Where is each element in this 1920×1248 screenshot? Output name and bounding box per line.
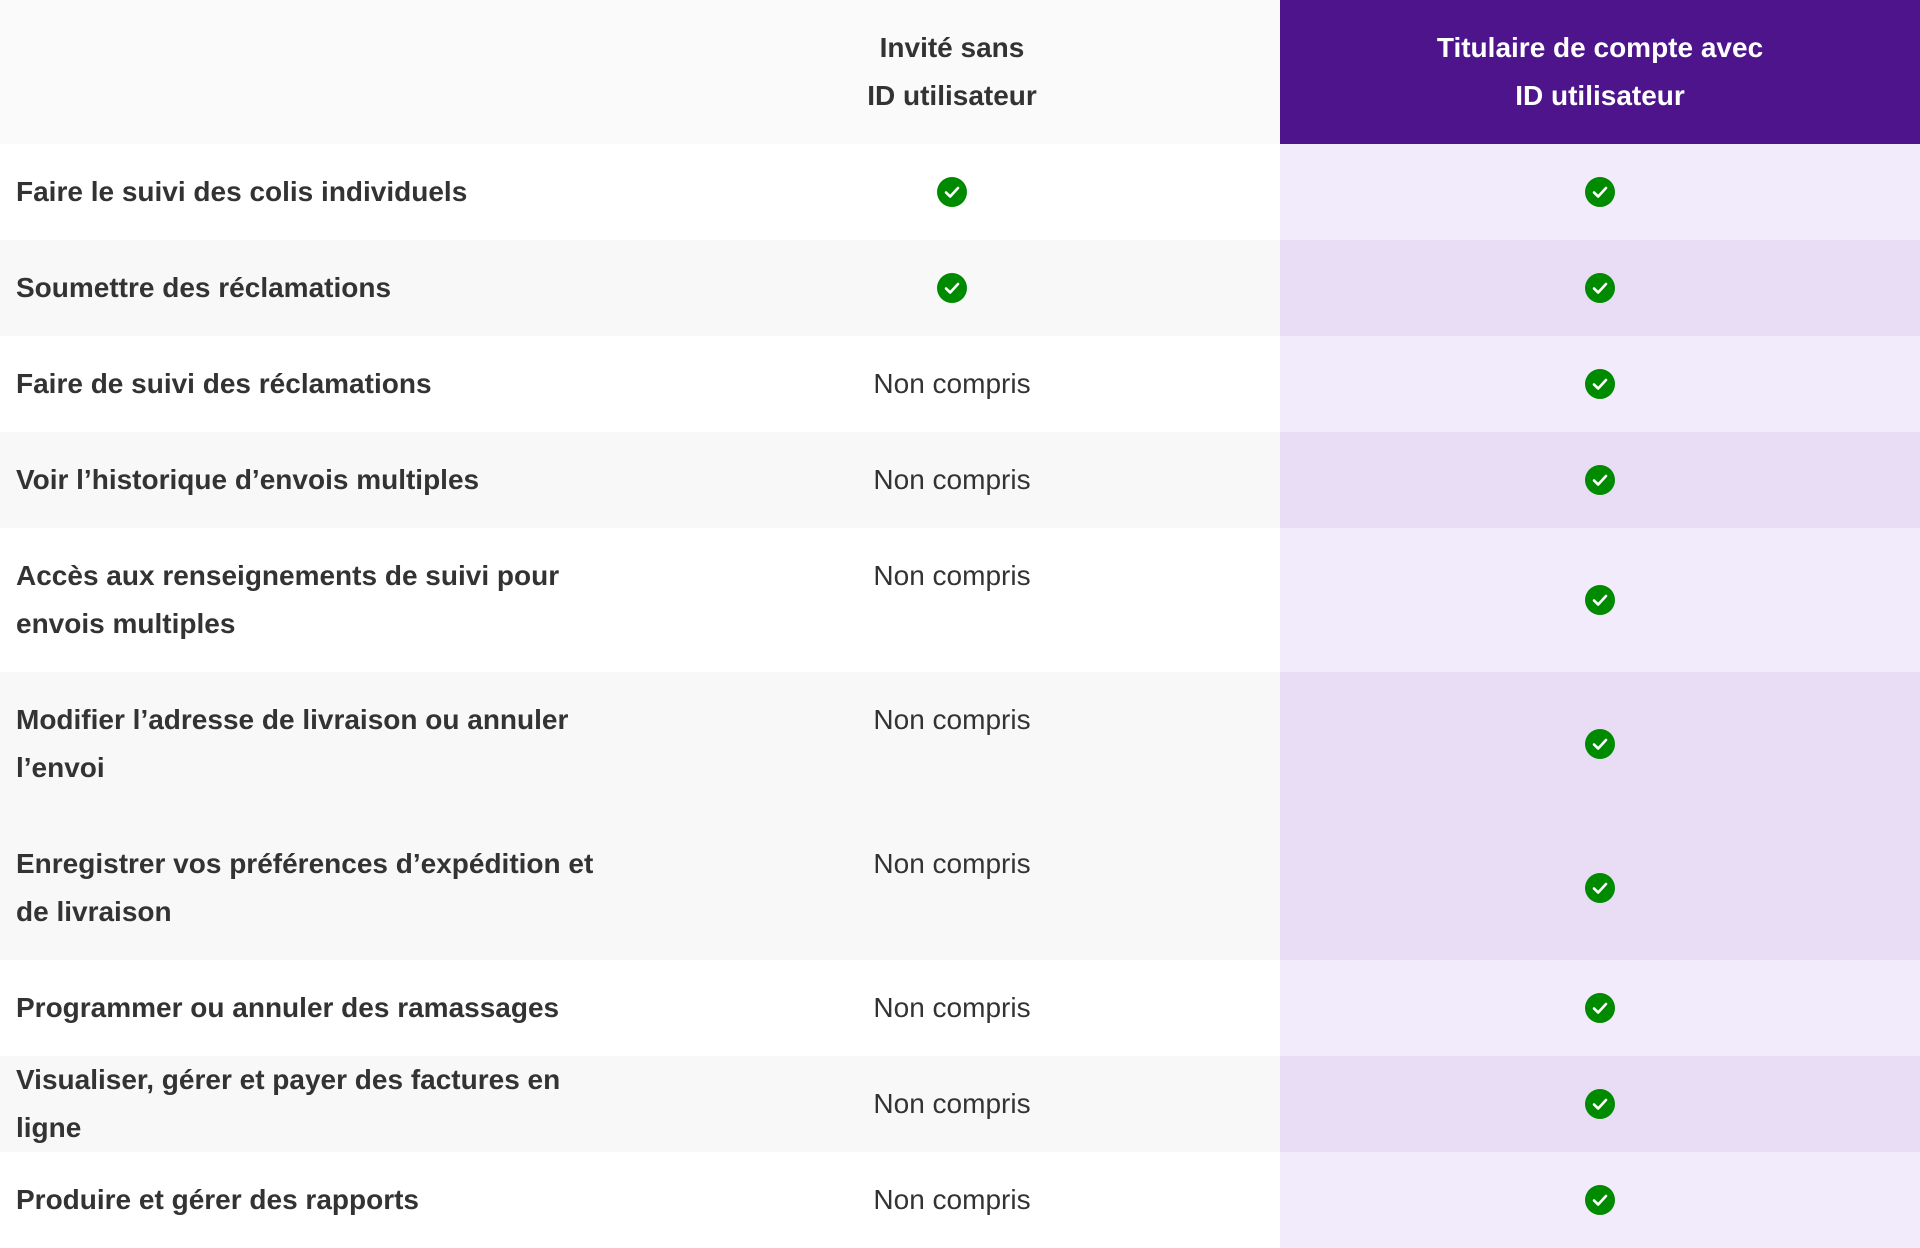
account-header-line2: ID utilisateur <box>1515 80 1685 111</box>
account-cell <box>1280 528 1920 672</box>
table-row: Programmer ou annuler des ramassages Non… <box>0 960 1920 1056</box>
table-row: Enregistrer vos préférences d’expédition… <box>0 816 1920 960</box>
guest-header-line2: ID utilisateur <box>867 80 1037 111</box>
check-circle-icon <box>1584 584 1616 616</box>
account-cell <box>1280 960 1920 1056</box>
account-cell <box>1280 336 1920 432</box>
table-row: Visualiser, gérer et payer des factures … <box>0 1056 1920 1152</box>
guest-cell <box>624 240 1280 336</box>
guest-cell-value: Non compris <box>873 1184 1031 1215</box>
check-circle-icon <box>1584 464 1616 496</box>
check-circle-icon <box>1584 728 1616 760</box>
feature-label: Produire et gérer des rapports <box>16 1184 420 1215</box>
feature-label-line1: Modifier l’adresse de livraison ou annul… <box>16 704 569 735</box>
table-header: Invité sans ID utilisateur Titulaire de … <box>0 0 1920 144</box>
feature-label-line2: de livraison <box>16 896 172 927</box>
check-circle-icon <box>1584 1088 1616 1120</box>
feature-label: Faire de suivi des réclamations <box>16 368 432 399</box>
feature-label: Visualiser, gérer et payer des factures … <box>16 1064 561 1143</box>
check-circle-icon <box>1584 1184 1616 1216</box>
check-circle-icon <box>1584 992 1616 1024</box>
table-row: Faire de suivi des réclamations Non comp… <box>0 336 1920 432</box>
check-circle-icon <box>1584 272 1616 304</box>
guest-cell-value: Non compris <box>873 848 1031 879</box>
account-header-line1: Titulaire de compte avec <box>1436 32 1764 63</box>
table-row: Modifier l’adresse de livraison ou annul… <box>0 672 1920 816</box>
feature-label: Soumettre des réclamations <box>16 272 392 303</box>
table-row: Soumettre des réclamations <box>0 240 1920 336</box>
account-cell <box>1280 144 1920 240</box>
feature-label-line1: Enregistrer vos préférences d’expédition… <box>16 848 594 879</box>
check-circle-icon <box>1584 872 1616 904</box>
feature-label: Faire le suivi des colis individuels <box>16 176 468 207</box>
guest-cell-value: Non compris <box>873 560 1031 591</box>
guest-cell-value: Non compris <box>873 992 1031 1023</box>
feature-label: Programmer ou annuler des ramassages <box>16 992 560 1023</box>
account-cell <box>1280 816 1920 960</box>
feature-label: Accès aux renseignements de suivi pour e… <box>0 528 624 672</box>
account-cell <box>1280 672 1920 816</box>
table-row: Accès aux renseignements de suivi pour e… <box>0 528 1920 672</box>
check-circle-icon <box>936 272 968 304</box>
guest-cell <box>624 144 1280 240</box>
feature-column-header <box>0 0 624 144</box>
table-row: Voir l’historique d’envois multiples Non… <box>0 432 1920 528</box>
account-cell <box>1280 432 1920 528</box>
check-circle-icon <box>936 176 968 208</box>
guest-cell-value: Non compris <box>873 368 1031 399</box>
table-row: Faire le suivi des colis individuels <box>0 144 1920 240</box>
guest-column-header: Invité sans ID utilisateur <box>624 0 1280 144</box>
check-circle-icon <box>1584 368 1616 400</box>
account-cell <box>1280 1152 1920 1248</box>
feature-label: Enregistrer vos préférences d’expédition… <box>0 816 624 960</box>
account-cell <box>1280 240 1920 336</box>
feature-label-line2: envois multiples <box>16 608 236 639</box>
feature-label-line2: l’envoi <box>16 752 105 783</box>
guest-cell-value: Non compris <box>873 464 1031 495</box>
account-column-header: Titulaire de compte avec ID utilisateur <box>1280 0 1920 144</box>
guest-header-line1: Invité sans <box>879 32 1025 63</box>
guest-cell-value: Non compris <box>873 704 1031 735</box>
feature-label: Voir l’historique d’envois multiples <box>16 464 480 495</box>
feature-label-line1: Accès aux renseignements de suivi pour <box>16 560 560 591</box>
account-cell <box>1280 1056 1920 1152</box>
table-row: Produire et gérer des rapports Non compr… <box>0 1152 1920 1248</box>
check-circle-icon <box>1584 176 1616 208</box>
guest-cell-value: Non compris <box>873 1088 1031 1119</box>
feature-label: Modifier l’adresse de livraison ou annul… <box>0 672 624 816</box>
